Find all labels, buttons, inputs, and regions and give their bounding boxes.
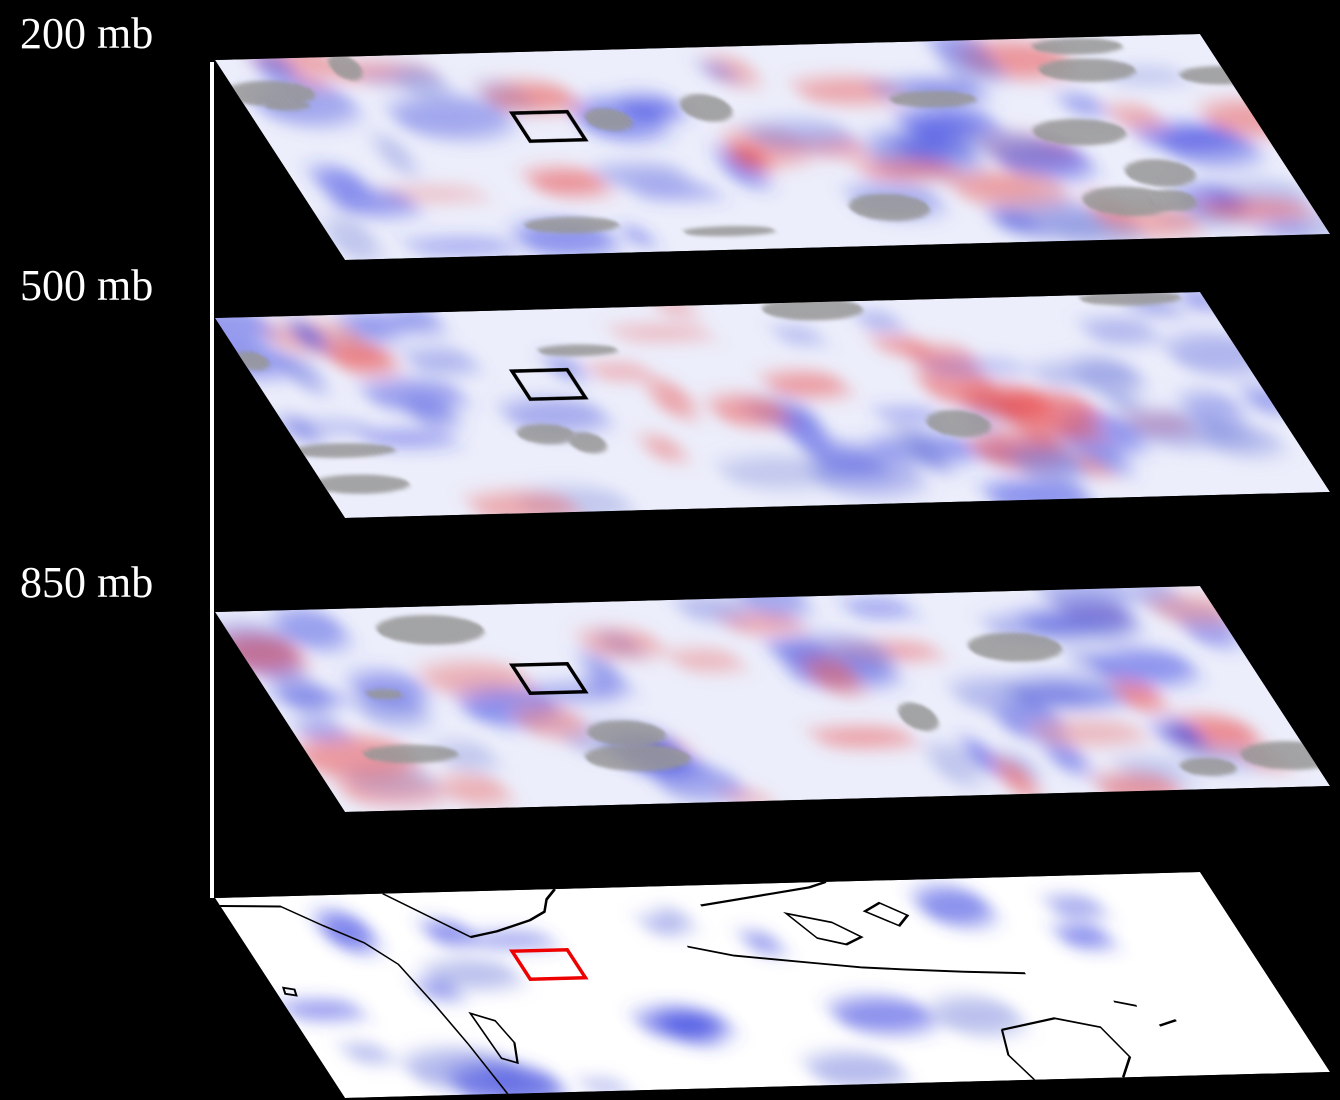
level-label: 850 mb [20, 558, 153, 607]
level-label: 200 mb [20, 9, 153, 58]
plane-field [167, 278, 1340, 532]
plane-surface [215, 872, 1330, 1098]
plane [197, 23, 1340, 268]
plane-field [208, 872, 1339, 1100]
level-label: 500 mb [20, 261, 153, 310]
plane [208, 872, 1339, 1100]
plane-field [197, 23, 1340, 268]
figure: 200 mb 500 mb 850 mb [0, 0, 1340, 1100]
plane [167, 278, 1340, 532]
